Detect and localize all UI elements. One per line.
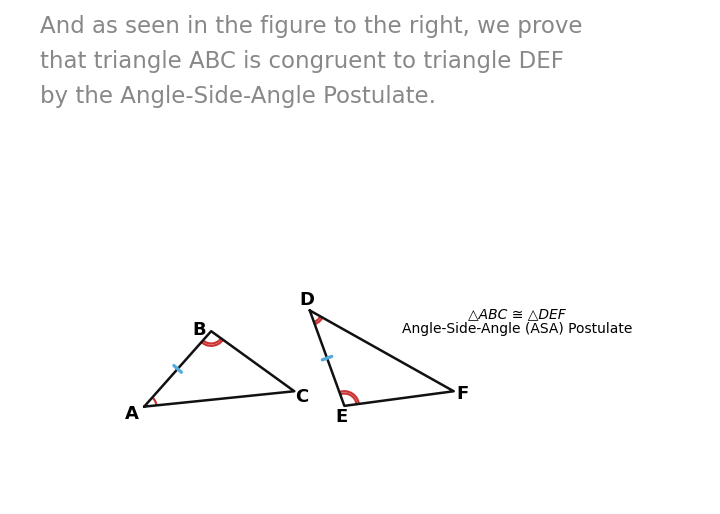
Text: And as seen in the figure to the right, we prove
that triangle ABC is congruent : And as seen in the figure to the right, … xyxy=(40,15,582,108)
Text: A: A xyxy=(125,406,139,424)
Text: F: F xyxy=(456,386,469,403)
Text: Angle-Side-Angle (ASA) Postulate: Angle-Side-Angle (ASA) Postulate xyxy=(402,322,632,336)
Text: D: D xyxy=(299,290,314,308)
Text: E: E xyxy=(335,408,348,426)
Text: △ABC ≅ △DEF: △ABC ≅ △DEF xyxy=(468,307,566,321)
Text: C: C xyxy=(295,389,309,407)
Text: B: B xyxy=(192,321,206,339)
